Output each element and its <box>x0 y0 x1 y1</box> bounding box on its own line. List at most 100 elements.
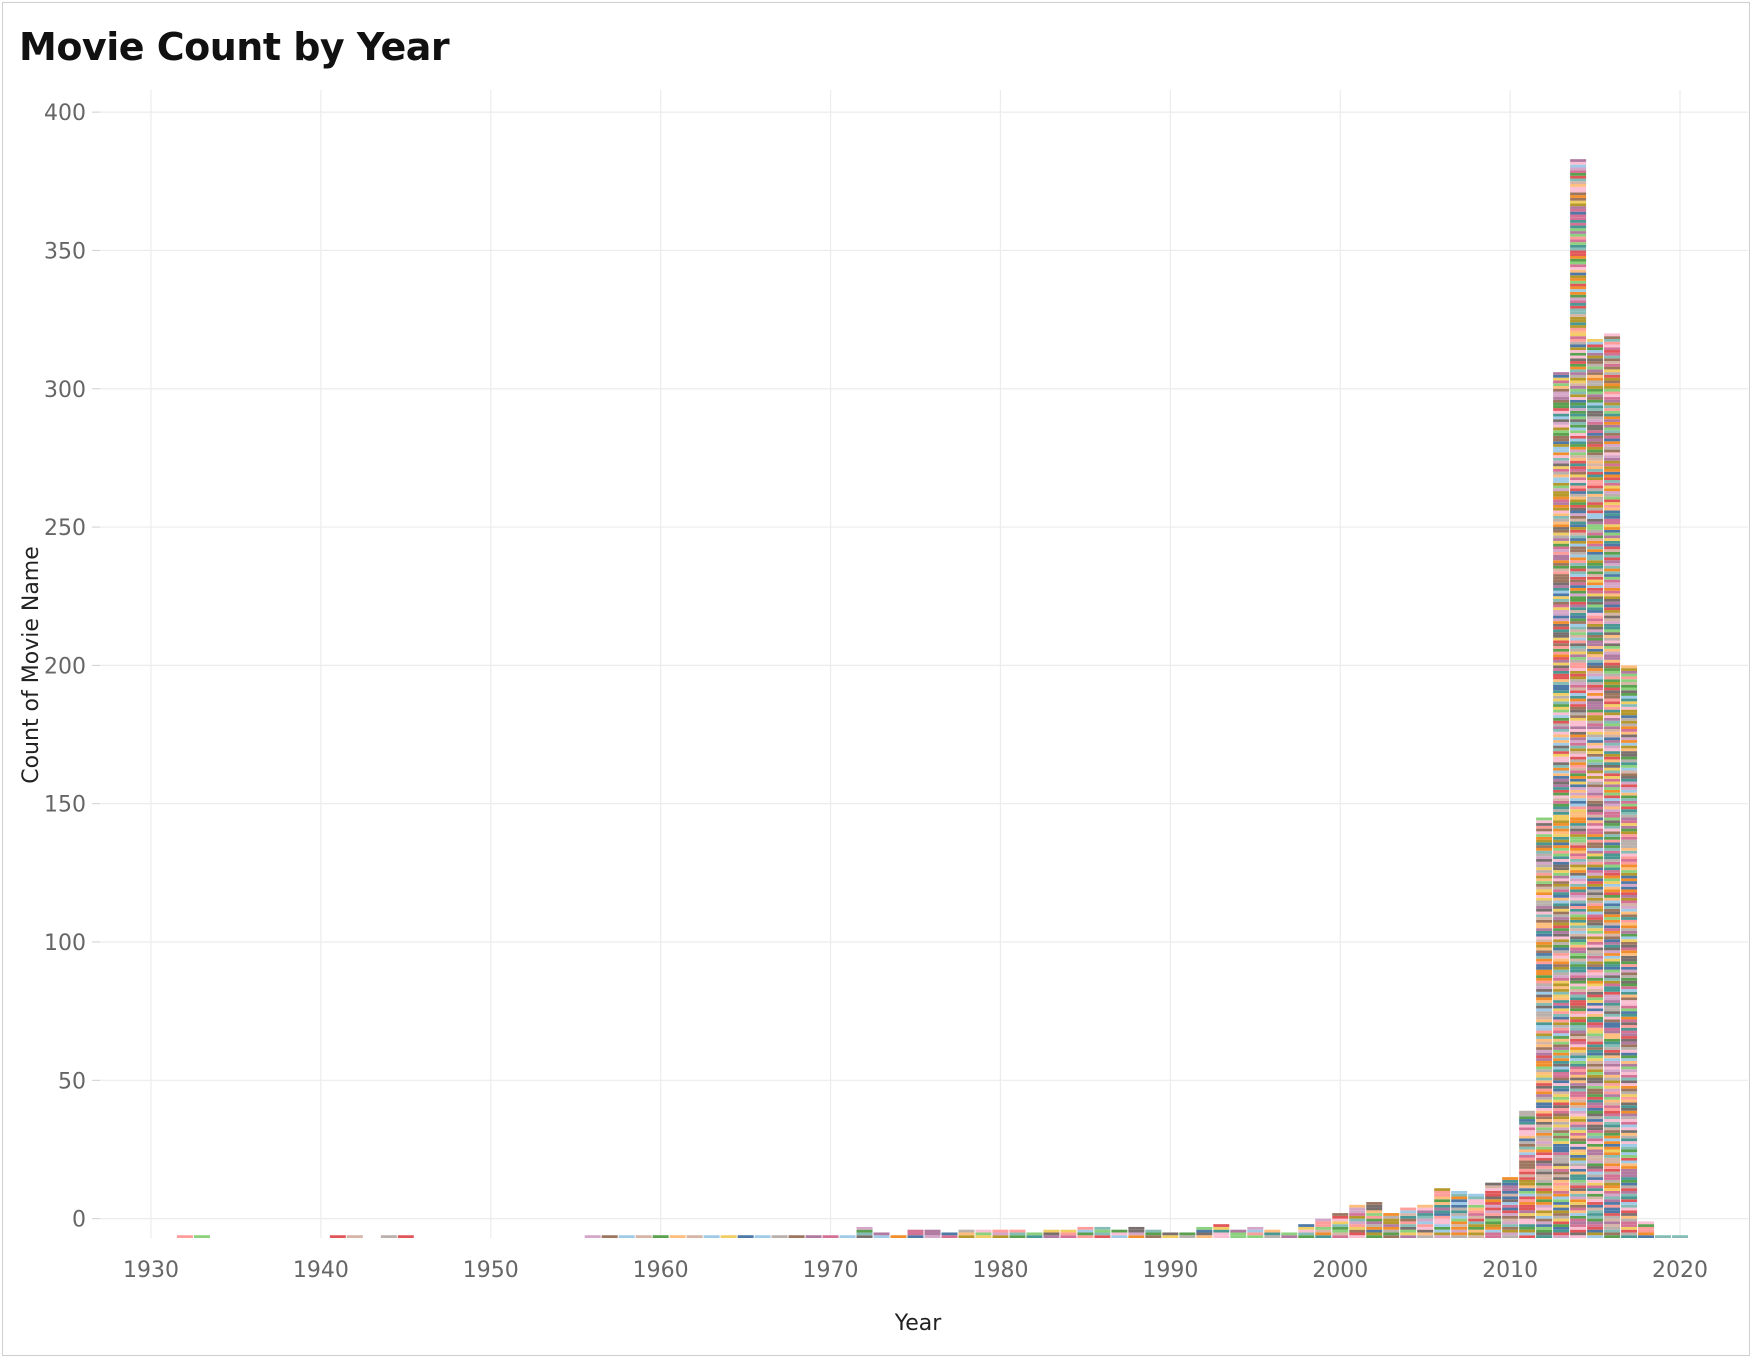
bar-1973[interactable] <box>873 1232 890 1238</box>
bar-1961[interactable] <box>669 1235 686 1238</box>
bar-segment <box>1553 482 1570 486</box>
bar-2006[interactable] <box>1434 1188 1451 1238</box>
bar-1970[interactable] <box>822 1235 839 1238</box>
bar-1995[interactable] <box>1247 1226 1264 1238</box>
bar-2005[interactable] <box>1417 1204 1434 1238</box>
bar-segment <box>1587 966 1604 970</box>
bar-1977[interactable] <box>941 1232 958 1238</box>
bar-1969[interactable] <box>805 1235 822 1238</box>
bar-2010[interactable] <box>1502 1177 1519 1238</box>
bar-2004[interactable] <box>1400 1207 1417 1238</box>
bar-segment <box>1604 463 1621 467</box>
bar-1980[interactable] <box>992 1229 1009 1238</box>
bar-1941[interactable] <box>329 1235 346 1238</box>
bar-1945[interactable] <box>397 1235 414 1238</box>
bar-segment <box>1162 1232 1179 1236</box>
bar-1975[interactable] <box>907 1229 924 1238</box>
bar-1932[interactable] <box>176 1235 193 1238</box>
bar-1986[interactable] <box>1094 1226 1111 1238</box>
bar-1978[interactable] <box>958 1229 975 1238</box>
bar-1992[interactable] <box>1196 1226 1213 1238</box>
bar-segment <box>1604 482 1621 486</box>
bar-2007[interactable] <box>1451 1190 1468 1238</box>
bar-segment <box>1587 338 1604 342</box>
bar-2019[interactable] <box>1655 1235 1672 1238</box>
bar-1942[interactable] <box>346 1235 363 1238</box>
bar-2003[interactable] <box>1383 1213 1400 1238</box>
bar-1982[interactable] <box>1026 1232 1043 1238</box>
bar-segment <box>1332 1218 1349 1222</box>
bar-1994[interactable] <box>1230 1229 1247 1238</box>
bar-segment <box>1587 947 1604 951</box>
bar-2009[interactable] <box>1485 1182 1502 1238</box>
bar-1979[interactable] <box>975 1229 992 1238</box>
bar-segment <box>1553 847 1570 851</box>
bar-segment <box>1536 831 1553 835</box>
bar-1959[interactable] <box>635 1235 652 1238</box>
bar-1999[interactable] <box>1315 1218 1332 1238</box>
bar-1974[interactable] <box>890 1235 907 1238</box>
bar-segment <box>1621 850 1638 854</box>
bar-1988[interactable] <box>1128 1226 1145 1238</box>
bar-1967[interactable] <box>771 1235 788 1238</box>
bar-segment <box>1519 1121 1536 1125</box>
bar-segment <box>1332 1229 1349 1233</box>
bar-2013[interactable] <box>1553 372 1570 1238</box>
bar-segment <box>1570 399 1587 403</box>
bar-1983[interactable] <box>1043 1229 1060 1238</box>
bar-2011[interactable] <box>1519 1110 1536 1238</box>
bar-1976[interactable] <box>924 1229 941 1238</box>
bar-1933[interactable] <box>193 1235 210 1238</box>
bar-1966[interactable] <box>754 1235 771 1238</box>
bar-2012[interactable] <box>1536 817 1553 1238</box>
bar-1971[interactable] <box>839 1235 856 1238</box>
bar-1962[interactable] <box>686 1235 703 1238</box>
bar-2015[interactable] <box>1587 338 1604 1238</box>
bar-1985[interactable] <box>1077 1226 1094 1238</box>
bar-1958[interactable] <box>618 1235 635 1238</box>
bar-1991[interactable] <box>1179 1232 1196 1238</box>
bar-segment <box>1604 856 1621 860</box>
bar-1987[interactable] <box>1111 1229 1128 1238</box>
bar-1956[interactable] <box>584 1235 601 1238</box>
bar-segment <box>1179 1232 1196 1236</box>
bar-segment <box>1570 568 1587 572</box>
bar-segment <box>1621 1002 1638 1006</box>
bar-segment <box>1553 1072 1570 1075</box>
bar-segment <box>1587 604 1604 608</box>
bar-segment <box>1451 1221 1468 1225</box>
bar-2020[interactable] <box>1672 1235 1689 1238</box>
bar-segment <box>1570 455 1587 458</box>
bar-segment <box>1553 582 1570 586</box>
bar-2000[interactable] <box>1332 1213 1349 1238</box>
bar-1968[interactable] <box>788 1235 805 1238</box>
bar-segment <box>1417 1226 1434 1230</box>
bar-2017[interactable] <box>1621 665 1638 1238</box>
bar-1997[interactable] <box>1281 1232 1298 1238</box>
bar-segment <box>1553 889 1570 893</box>
bar-1993[interactable] <box>1213 1224 1230 1238</box>
bar-1965[interactable] <box>737 1235 754 1238</box>
bar-1998[interactable] <box>1298 1224 1315 1238</box>
bar-segment <box>1604 687 1621 691</box>
bar-1960[interactable] <box>652 1235 669 1238</box>
bar-2018[interactable] <box>1638 1221 1655 1238</box>
bar-1984[interactable] <box>1060 1229 1077 1238</box>
bar-segment <box>1587 798 1604 801</box>
bar-1944[interactable] <box>380 1235 397 1238</box>
bar-1990[interactable] <box>1162 1232 1179 1238</box>
bar-1981[interactable] <box>1009 1229 1026 1238</box>
bar-segment <box>1145 1232 1162 1236</box>
bar-2002[interactable] <box>1366 1202 1383 1238</box>
bar-2008[interactable] <box>1468 1193 1485 1238</box>
bar-1964[interactable] <box>720 1235 737 1238</box>
bar-2001[interactable] <box>1349 1204 1366 1238</box>
bar-1989[interactable] <box>1145 1229 1162 1238</box>
bar-1996[interactable] <box>1264 1229 1281 1238</box>
bar-1963[interactable] <box>703 1235 720 1238</box>
bar-2016[interactable] <box>1604 333 1621 1238</box>
bar-1957[interactable] <box>601 1235 618 1238</box>
bar-segment <box>1570 554 1587 558</box>
bar-2014[interactable] <box>1570 159 1587 1238</box>
bar-1972[interactable] <box>856 1226 873 1238</box>
